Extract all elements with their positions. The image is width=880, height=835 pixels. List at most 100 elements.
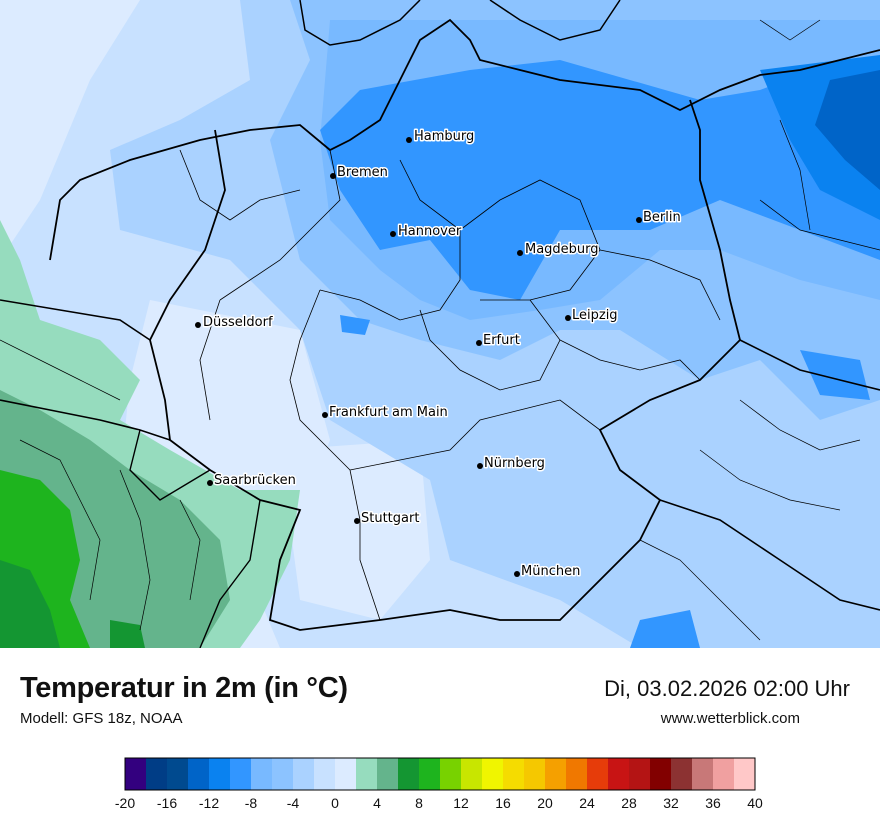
legend-swatch (713, 758, 735, 790)
country-border-benelux (0, 299, 151, 341)
city-label: Stuttgart (361, 511, 419, 526)
legend-tick-label: 8 (415, 795, 423, 811)
city-label: Magdeburg (525, 242, 599, 257)
city-label: München (521, 564, 580, 579)
legend-swatch (629, 758, 651, 790)
legend-swatch (503, 758, 525, 790)
legend-tick-label: -8 (245, 795, 258, 811)
city-bremen: Bremen (330, 164, 389, 182)
legend-swatch (251, 758, 273, 790)
legend-swatch (167, 758, 189, 790)
city-label: Saarbrücken (214, 473, 296, 488)
legend-swatch (734, 758, 756, 790)
legend-tick-label: 4 (373, 795, 381, 811)
legend-scale: -20 -16 -12 -8 -4 0 4 8 12 16 20 24 28 32 36 40 (115, 757, 763, 811)
legend-swatch (524, 758, 546, 790)
legend-swatch (461, 758, 483, 790)
city-saarbruecken: Saarbrücken (207, 472, 297, 490)
legend-swatch (587, 758, 609, 790)
legend-border (124, 757, 756, 791)
temperature-region-minus10 (630, 610, 700, 648)
legend-swatch (482, 758, 504, 790)
country-border-france (0, 399, 171, 441)
legend-swatch (398, 758, 420, 790)
state-borders (179, 149, 721, 621)
country-border-east (739, 339, 880, 391)
city-hannover: Hannover (390, 223, 463, 241)
color-legend: -20 -16 -12 -8 -4 0 4 8 12 16 20 24 28 32 36 40 (0, 750, 880, 830)
legend-swatch (671, 758, 693, 790)
legend-swatch (650, 758, 672, 790)
country-border-lux (129, 429, 211, 501)
city-stuttgart: Stuttgart (354, 510, 421, 528)
legend-swatch (146, 758, 168, 790)
legend-swatch (272, 758, 294, 790)
legend-swatch (377, 758, 399, 790)
country-border-rhine (199, 499, 261, 648)
legend-swatch (188, 758, 210, 790)
legend-tick-label: 16 (495, 795, 511, 811)
city-label: Berlin (643, 210, 681, 225)
city-label: Frankfurt am Main (329, 405, 448, 420)
city-leipzig: Leipzig (565, 307, 619, 325)
city-muenchen: München (514, 563, 582, 581)
city-nuernberg: Nürnberg (477, 455, 546, 473)
legend-tick-label: -20 (115, 795, 135, 811)
coastline (49, 18, 880, 261)
city-berlin: Berlin (636, 209, 682, 227)
temperature-map: Hamburg Bremen Berlin Hannover Magdeburg… (0, 0, 880, 648)
legend-swatch (314, 758, 336, 790)
legend-swatch (209, 758, 231, 790)
temperature-region-plus8 (0, 560, 60, 648)
model-label: Modell: GFS 18z, NOAA (20, 710, 183, 727)
legend-tick-label: -4 (287, 795, 300, 811)
legend-swatch (419, 758, 441, 790)
city-duesseldorf: Düsseldorf (195, 314, 274, 332)
legend-tick-label: 36 (705, 795, 721, 811)
country-border-germany (149, 99, 741, 631)
temperature-region-minus14 (815, 70, 880, 190)
legend-swatch (356, 758, 378, 790)
city-frankfurt: Frankfurt am Main (322, 404, 449, 422)
legend-swatch (293, 758, 315, 790)
legend-tick-label: 12 (453, 795, 469, 811)
city-magdeburg: Magdeburg (517, 241, 600, 259)
city-label: Hamburg (414, 129, 474, 144)
forecast-datetime: Di, 03.02.2026 02:00 Uhr (604, 676, 850, 701)
coastline-denmark (299, 0, 421, 46)
city-label: Leipzig (572, 308, 618, 323)
legend-swatch (230, 758, 252, 790)
city-label: Bremen (337, 165, 388, 180)
legend-swatch (335, 758, 357, 790)
temperature-region-plus8 (110, 620, 145, 648)
legend-swatch (566, 758, 588, 790)
city-label: Erfurt (483, 333, 520, 348)
legend-tick-label: 28 (621, 795, 637, 811)
legend-swatch (125, 758, 147, 790)
legend-tick-label: 20 (537, 795, 553, 811)
website-link[interactable]: www.wetterblick.com (660, 710, 800, 727)
legend-swatch (692, 758, 714, 790)
map-title: Temperatur in 2m (in °C) (20, 672, 348, 704)
legend-tick-label: 0 (331, 795, 339, 811)
legend-swatch (440, 758, 462, 790)
legend-swatch (545, 758, 567, 790)
legend-tick-label: 24 (579, 795, 595, 811)
city-label: Düsseldorf (203, 315, 273, 330)
temperature-region-pale (280, 440, 430, 620)
city-hamburg: Hamburg (406, 128, 476, 146)
legend-tick-label: -16 (157, 795, 177, 811)
legend-tick-label: 32 (663, 795, 679, 811)
legend-tick-label: -12 (199, 795, 219, 811)
legend-tick-label: 40 (747, 795, 763, 811)
regional-borders (0, 19, 880, 641)
temperature-region-minus10 (340, 315, 370, 335)
coastline-baltic (489, 0, 621, 41)
city-label: Nürnberg (484, 456, 545, 471)
temperature-region-minus10 (800, 350, 870, 400)
temperature-region-pale (0, 0, 140, 260)
legend-swatch (608, 758, 630, 790)
country-border-southeast (659, 499, 880, 611)
city-erfurt: Erfurt (476, 332, 521, 350)
city-label: Hannover (398, 224, 462, 239)
